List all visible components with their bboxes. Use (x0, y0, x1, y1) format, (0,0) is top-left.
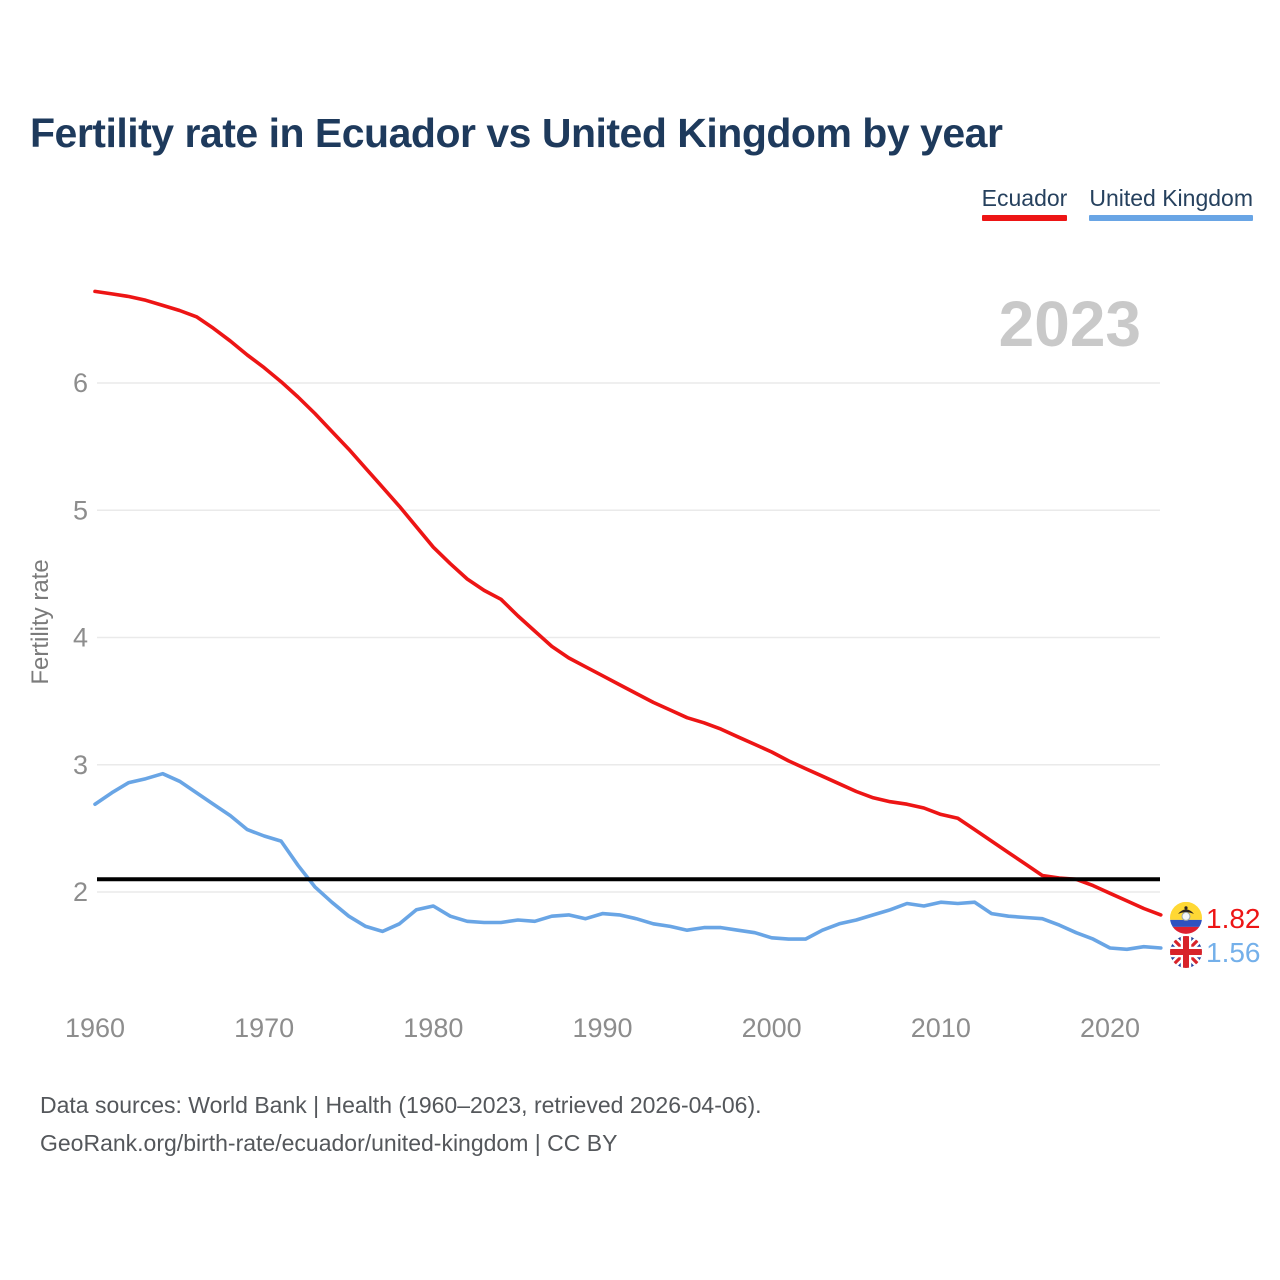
y-axis-title: Fertility rate (27, 559, 54, 684)
footer-data-sources: Data sources: World Bank | Health (1960–… (40, 1092, 762, 1118)
y-tick-label: 2 (73, 877, 88, 907)
legend-color-bar-united-kingdom (1089, 215, 1253, 221)
legend-label-united-kingdom: United Kingdom (1089, 185, 1253, 211)
uk-flag-icon (1170, 935, 1202, 968)
legend-item-united-kingdom[interactable]: United Kingdom (1089, 185, 1253, 221)
footer-attribution: GeoRank.org/birth-rate/ecuador/united-ki… (40, 1130, 618, 1156)
watermark-year: 2023 (999, 288, 1141, 360)
end-value-united-kingdom: 1.56 (1206, 937, 1261, 968)
x-tick-label: 1960 (65, 1013, 125, 1043)
end-value-ecuador: 1.82 (1206, 903, 1261, 934)
ecuador-flag-icon (1170, 901, 1202, 934)
page-title: Fertility rate in Ecuador vs United King… (30, 110, 1003, 156)
x-tick-label: 2000 (742, 1013, 802, 1043)
x-tick-label: 1990 (572, 1013, 632, 1043)
x-tick-label: 1970 (234, 1013, 294, 1043)
y-tick-label: 6 (73, 368, 88, 398)
y-tick-label: 4 (73, 623, 88, 653)
y-tick-label: 5 (73, 495, 88, 525)
x-tick-label: 1980 (403, 1013, 463, 1043)
legend: Ecuador United Kingdom (981, 185, 1253, 221)
legend-label-ecuador: Ecuador (981, 185, 1068, 211)
x-tick-label: 2010 (911, 1013, 971, 1043)
legend-color-bar-ecuador (981, 215, 1068, 221)
series-line-united-kingdom[interactable] (93, 771, 1163, 952)
series-line-ecuador[interactable] (93, 289, 1163, 917)
legend-item-ecuador[interactable]: Ecuador (981, 185, 1068, 221)
y-tick-label: 3 (73, 750, 88, 780)
footer: Data sources: World Bank | Health (1960–… (40, 1086, 762, 1162)
x-tick-label: 2020 (1080, 1013, 1140, 1043)
